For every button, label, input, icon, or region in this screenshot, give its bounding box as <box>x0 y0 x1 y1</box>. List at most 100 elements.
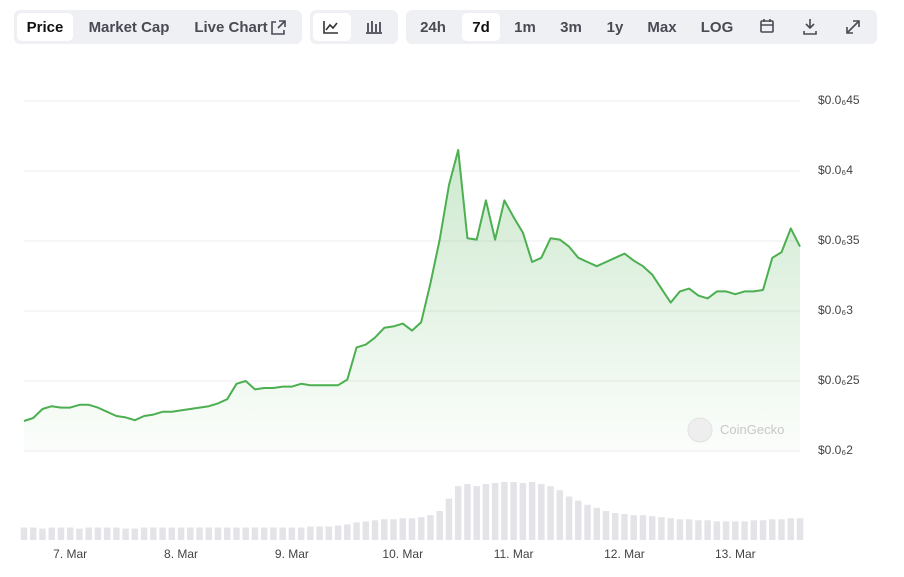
volume-bar <box>732 521 739 540</box>
line-icon <box>323 21 338 34</box>
volume-bar <box>778 519 785 540</box>
volume-bar <box>759 520 767 540</box>
volume-bar <box>519 483 527 540</box>
volume-bar <box>196 527 203 540</box>
volume-bar <box>787 518 794 540</box>
volume-bar <box>639 515 647 540</box>
volume-bar <box>316 526 323 540</box>
volume-bar <box>630 515 637 540</box>
volume-bar <box>501 482 508 540</box>
volume-bar <box>547 486 554 540</box>
x-tick-label: 7. Mar <box>53 547 87 561</box>
x-tick-label: 12. Mar <box>604 547 645 561</box>
volume-bar <box>658 517 665 540</box>
range[interactable]: 3m <box>560 19 582 36</box>
volume-bar <box>85 527 92 540</box>
range[interactable]: 1y <box>607 19 624 36</box>
range[interactable]: 24h <box>420 19 446 36</box>
volume-bar <box>122 528 129 540</box>
volume-bar <box>556 490 564 540</box>
tab-group <box>14 10 302 44</box>
y-tick-label: $0.0₆4 <box>818 163 853 177</box>
volume-bar <box>334 525 342 540</box>
volume-bar <box>362 521 370 540</box>
volume-bar <box>353 522 360 540</box>
x-tick-label: 10. Mar <box>382 547 423 561</box>
range[interactable]: Max <box>647 19 677 36</box>
volume-bar <box>20 527 28 540</box>
volume-bar <box>94 527 102 540</box>
volume-bar <box>769 519 776 540</box>
volume-bar <box>538 484 545 540</box>
volume-bar <box>325 526 333 540</box>
volume-bar <box>593 507 600 540</box>
volume-bar <box>260 527 268 540</box>
volume-bar <box>214 527 222 540</box>
volume-bar <box>39 528 46 540</box>
volume-bar <box>279 527 286 540</box>
volume-bar <box>113 527 120 540</box>
volume-bar <box>491 483 499 540</box>
volume-bar <box>418 517 425 540</box>
volume-bar <box>159 527 166 540</box>
volume-bar <box>66 527 74 540</box>
volume-bar <box>205 527 212 540</box>
volume-bar <box>140 527 148 540</box>
tab[interactable]: Price <box>27 19 64 36</box>
volume-bar <box>741 521 748 540</box>
tab[interactable]: Market Cap <box>89 19 170 36</box>
watermark-text: CoinGecko <box>720 422 784 437</box>
volume-bar <box>251 527 259 540</box>
tab-active[interactable] <box>17 13 73 41</box>
y-tick-label: $0.0₆3 <box>818 303 853 317</box>
volume-bar <box>297 527 305 540</box>
volume-bar <box>48 527 55 540</box>
tab[interactable]: Live Chart <box>194 19 267 36</box>
volume-bar <box>750 520 758 540</box>
range[interactable]: 7d <box>472 19 490 36</box>
volume-bar <box>436 511 443 540</box>
range-active[interactable] <box>462 13 500 41</box>
volume-bar <box>131 528 139 540</box>
x-tick-label: 8. Mar <box>164 547 198 561</box>
volume-bar <box>454 486 462 540</box>
volume-bar <box>57 527 65 540</box>
volume-bar <box>150 527 157 540</box>
volume-bar <box>575 500 582 540</box>
tool-icons[interactable] <box>760 19 860 35</box>
volume-bar <box>704 520 711 540</box>
volume-bar <box>399 518 406 540</box>
range[interactable]: LOG <box>701 19 734 36</box>
volume-bar <box>427 515 434 540</box>
price-line <box>23 149 801 422</box>
volume-bar <box>288 527 296 540</box>
volume-bar <box>648 516 656 540</box>
x-tick-label: 11. Mar <box>494 547 534 561</box>
volume-bar <box>242 527 249 540</box>
volume-bar <box>233 527 240 540</box>
volume-bar <box>510 482 517 540</box>
y-tick-label: $0.0₆35 <box>818 233 860 247</box>
volume-bar <box>270 527 277 540</box>
volume-bar <box>307 526 314 540</box>
volume-bar <box>30 527 37 540</box>
volume-bar <box>528 482 536 540</box>
y-tick-label: $0.0₆2 <box>818 443 853 457</box>
volume-bar <box>103 527 111 540</box>
volume-bar <box>676 519 684 540</box>
volume-bar <box>482 484 490 540</box>
range[interactable]: 1m <box>514 19 536 36</box>
y-tick-label: $0.0₆45 <box>818 93 860 107</box>
x-tick-label: 9. Mar <box>275 547 309 561</box>
candle-icon[interactable] <box>366 21 382 34</box>
volume-bar <box>796 518 804 540</box>
volume-bar <box>722 521 730 540</box>
volume-bar <box>344 524 351 540</box>
volume-bar <box>408 518 416 540</box>
watermark: CoinGecko <box>687 417 784 443</box>
volume-bar <box>76 528 83 540</box>
x-tick-label: 13. Mar <box>715 547 756 561</box>
volume-bar <box>695 520 702 540</box>
volume-bar <box>565 496 573 540</box>
